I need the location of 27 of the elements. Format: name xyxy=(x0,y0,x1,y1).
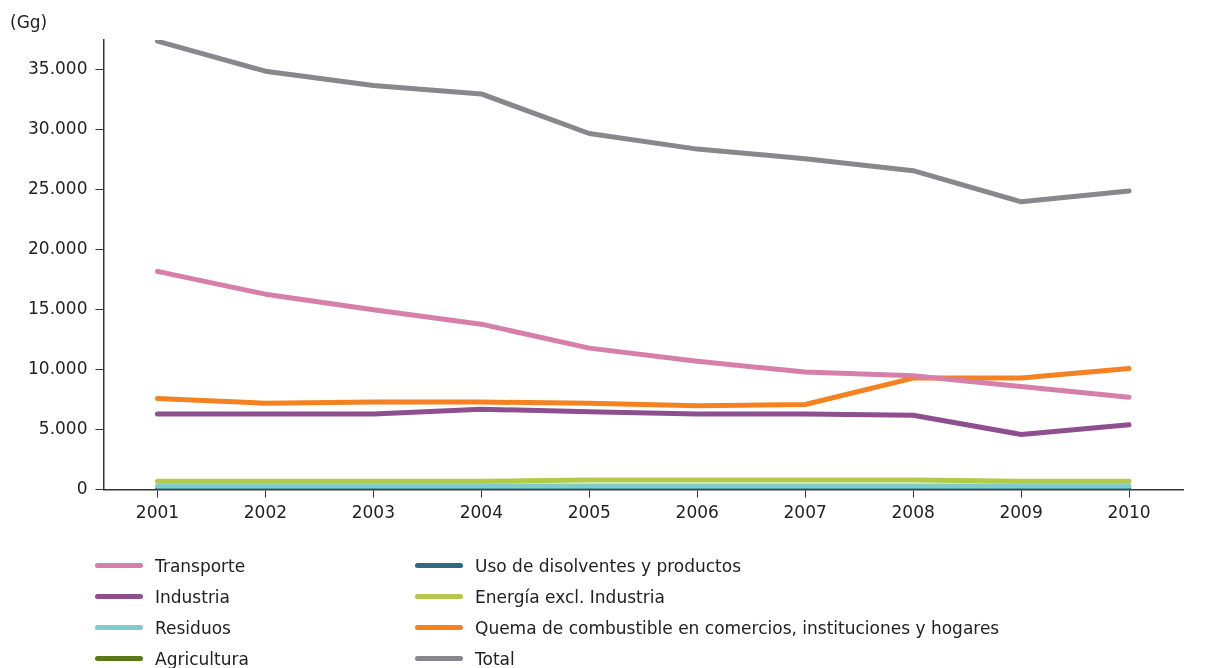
x-tick-label: 2008 xyxy=(891,502,935,523)
x-tick-label: 2010 xyxy=(1107,502,1151,523)
x-tick-label: 2004 xyxy=(459,502,503,523)
y-tick-label: 10.000 xyxy=(28,358,88,379)
legend-label: Residuos xyxy=(155,617,231,638)
y-tick-label: 15.000 xyxy=(28,298,88,319)
y-tick-label: 35.000 xyxy=(28,58,88,79)
x-tick-label: 2002 xyxy=(243,502,288,523)
legend-label: Quema de combustible en comercios, instituciones y hogares xyxy=(475,617,1000,638)
legend-label: Transporte xyxy=(155,555,246,576)
y-tick-label: 20.000 xyxy=(28,238,88,259)
legend-label: Agricultura xyxy=(155,648,249,668)
x-tick-label: 2006 xyxy=(675,502,719,523)
y-tick-label: 5.000 xyxy=(38,418,88,439)
x-tick-label: 2003 xyxy=(351,502,395,523)
x-tick-label: 2009 xyxy=(999,502,1043,523)
x-tick-label: 2007 xyxy=(783,502,827,523)
y-tick-label: 25.000 xyxy=(28,178,88,199)
legend-label: Industria xyxy=(155,586,231,607)
x-tick-label: 2005 xyxy=(567,502,611,523)
y-tick-label: 0 xyxy=(76,478,88,499)
y-tick-label: 30.000 xyxy=(28,118,88,139)
legend-label: Uso de disolventes y productos xyxy=(475,555,742,576)
legend-label: Energía excl. Industria xyxy=(475,586,665,607)
legend-label: Total xyxy=(475,648,515,668)
x-tick-label: 2001 xyxy=(135,502,180,523)
y-axis-title: (Gg) xyxy=(10,12,48,32)
